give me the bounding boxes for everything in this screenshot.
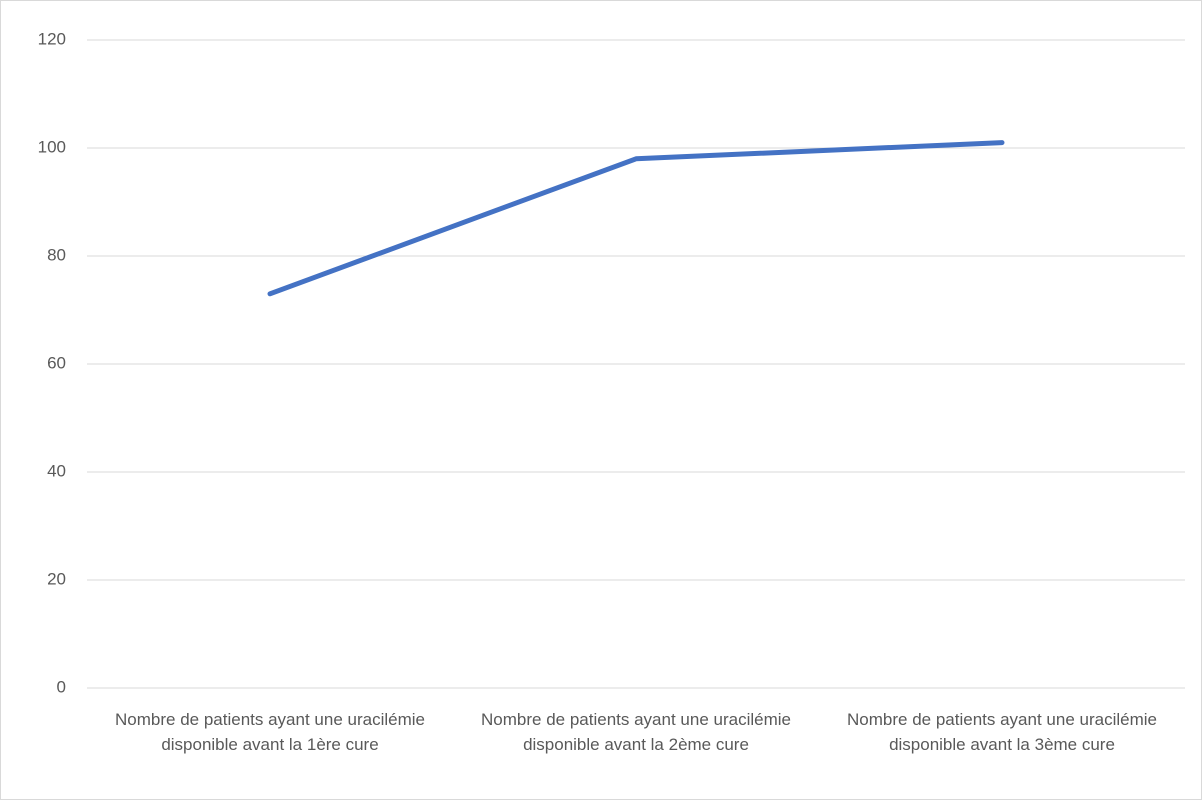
- y-tick-label: 80: [47, 245, 66, 264]
- y-tick-label: 40: [47, 461, 66, 480]
- y-tick-label: 120: [38, 29, 66, 48]
- y-tick-label: 100: [38, 137, 66, 156]
- x-tick-label: Nombre de patients ayant une uracilémie …: [115, 710, 425, 754]
- x-tick-label: Nombre de patients ayant une uracilémie …: [481, 710, 791, 754]
- x-tick-label: Nombre de patients ayant une uracilémie …: [847, 710, 1157, 754]
- y-tick-label: 20: [47, 569, 66, 588]
- y-tick-label: 60: [47, 353, 66, 372]
- line: [267, 140, 1005, 297]
- y-tick-label: 0: [57, 677, 66, 696]
